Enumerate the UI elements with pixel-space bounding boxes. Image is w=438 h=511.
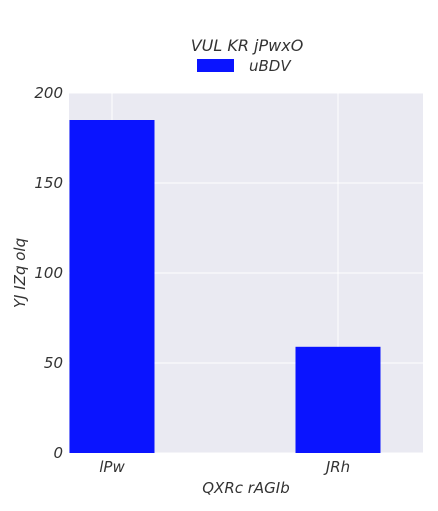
y-tick-label: 200: [34, 84, 63, 102]
x-tick-labels: lPw JRh: [99, 458, 350, 476]
y-tick-label: 50: [44, 354, 63, 372]
legend-swatch: [197, 59, 234, 72]
x-tick-label: JRh: [323, 458, 350, 476]
legend-label: uBDV: [249, 57, 292, 75]
bars: [69, 120, 381, 453]
y-axis-label: YJ IZq olq: [11, 238, 29, 308]
x-axis-label: QXRc rAGIb: [202, 479, 290, 497]
legend: uBDV: [197, 57, 292, 75]
bar: [69, 120, 155, 453]
y-tick-label: 0: [53, 444, 63, 462]
chart-title: VUL KR jPwxO: [191, 36, 304, 55]
y-tick-label: 100: [34, 264, 63, 282]
bar: [295, 346, 381, 453]
y-tick-label: 150: [34, 174, 63, 192]
x-tick-label: lPw: [99, 458, 125, 476]
y-tick-labels: 0 50 100 150 200: [34, 84, 63, 462]
